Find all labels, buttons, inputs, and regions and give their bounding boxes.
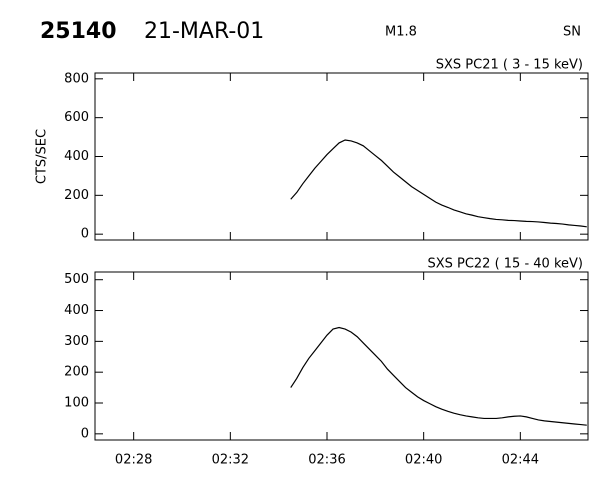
y-axis-label: CTS/SEC [35,129,50,184]
x-tick-label: 02:40 [405,453,442,468]
plot-frame [94,271,589,441]
y-tick-label: 600 [64,110,89,125]
y-tick-label: 100 [64,396,89,411]
x-tick-label: 02:44 [502,453,539,468]
y-tick-label: 500 [64,272,89,287]
y-tick-label: 0 [81,426,89,441]
y-tick-label: 200 [64,188,89,203]
station: SN [563,25,581,40]
x-tick-label: 02:36 [308,453,345,468]
event-id: 25140 [40,19,117,44]
y-tick-label: 200 [64,365,89,380]
panel-title: SXS PC22 ( 15 - 40 keV) [427,257,583,272]
event-date: 21-MAR-01 [144,19,264,44]
y-tick-label: 400 [64,303,89,318]
flare-class: M1.8 [385,25,417,40]
panel-title: SXS PC21 ( 3 - 15 keV) [436,58,583,73]
x-tick-label: 02:32 [212,453,249,468]
y-tick-label: 0 [81,227,89,242]
data-line [290,139,587,228]
y-tick-label: 300 [64,334,89,349]
x-tick-label: 02:28 [115,453,152,468]
y-tick-label: 800 [64,71,89,86]
data-line [290,326,587,426]
y-tick-label: 400 [64,149,89,164]
